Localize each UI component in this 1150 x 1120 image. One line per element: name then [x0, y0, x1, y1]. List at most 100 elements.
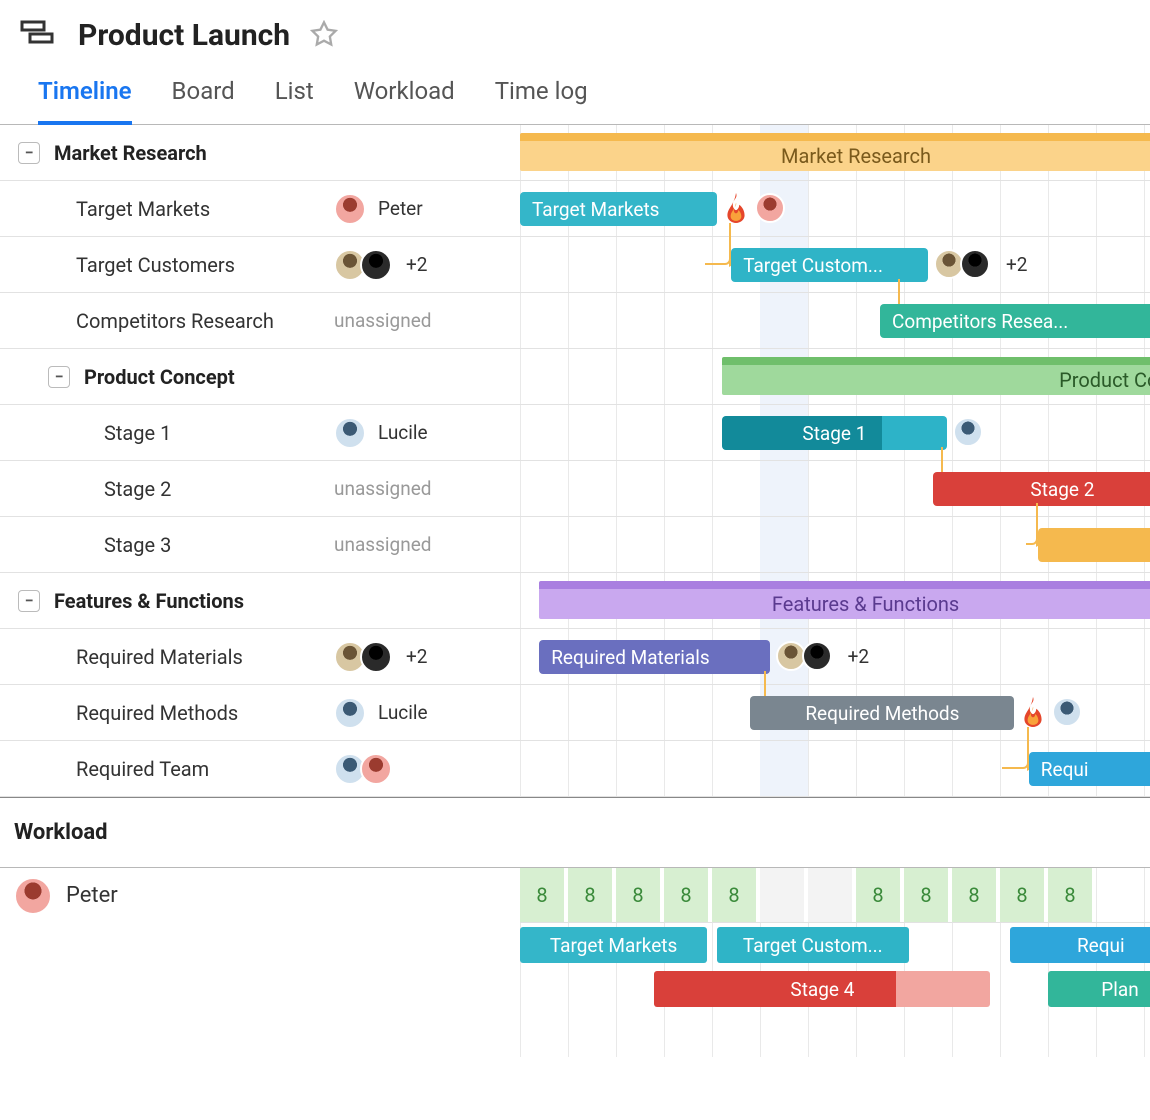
timeline-row: Requi: [520, 741, 1150, 797]
task-name: Market Research: [54, 141, 207, 165]
task-bar[interactable]: Competitors Resea...: [880, 304, 1150, 338]
workload-task-bar[interactable]: Target Custom...: [717, 927, 909, 963]
bar-label: Required Materials: [551, 646, 709, 669]
workload-person-row[interactable]: Peter: [0, 867, 520, 923]
avatar: [334, 417, 366, 449]
task-bar[interactable]: Requi: [1029, 752, 1150, 786]
group-row[interactable]: −Features & Functions: [0, 573, 520, 629]
task-row[interactable]: Stage 2 unassigned: [0, 461, 520, 517]
task-row[interactable]: Required Methods Lucile: [0, 685, 520, 741]
assignee-cell[interactable]: Lucile: [334, 417, 428, 449]
task-name: Required Methods: [76, 701, 238, 725]
timeline-row: Required Materials +2: [520, 629, 1150, 685]
bar-trailing: +2: [776, 641, 869, 671]
workload-task-bar[interactable]: Stage 4: [654, 971, 990, 1007]
task-row[interactable]: Stage 3unassigned: [0, 517, 520, 573]
assignee-cell[interactable]: Peter: [334, 193, 423, 225]
collapse-toggle[interactable]: −: [18, 142, 40, 164]
task-row[interactable]: Stage 1 Lucile: [0, 405, 520, 461]
task-name: Stage 2: [104, 477, 171, 501]
task-bar[interactable]: Required Materials: [539, 640, 769, 674]
workload-bars-row: Stage 4 Plan: [520, 967, 1150, 1011]
workload-hour-cell: [808, 868, 856, 922]
task-name: Stage 1: [104, 421, 171, 445]
unassigned-label: unassigned: [334, 533, 432, 556]
workload-person-name: Peter: [66, 883, 118, 908]
task-bar[interactable]: Target Markets: [520, 192, 717, 226]
task-bar[interactable]: Stage 2: [933, 472, 1150, 506]
star-icon[interactable]: [310, 20, 338, 52]
workload-task-bar[interactable]: Requi: [1010, 927, 1150, 963]
timeline-row: Target Markets: [520, 181, 1150, 237]
more-assignees-count: +2: [406, 253, 427, 276]
project-title: Product Launch: [78, 18, 290, 53]
timeline-pane[interactable]: Market Research Target Markets Target Cust…: [520, 125, 1150, 797]
avatar: [755, 193, 785, 223]
workload-hour-cell: 8: [952, 868, 1000, 922]
assignee-cell[interactable]: unassigned: [334, 309, 432, 332]
task-bar[interactable]: Stage 1: [722, 416, 948, 450]
group-bar[interactable]: Product Conc: [722, 357, 1150, 395]
workload-task-bar[interactable]: Plan: [1048, 971, 1150, 1007]
avatar: [953, 417, 983, 447]
task-row[interactable]: Required Team: [0, 741, 520, 797]
assignee-cell[interactable]: unassigned: [334, 477, 432, 500]
view-tabs: Timeline Board List Workload Time log: [0, 63, 1150, 125]
workload-section-title: Workload: [0, 798, 1150, 867]
workload-hour-cell: 8: [568, 868, 616, 922]
timeline-row: Market Research: [520, 125, 1150, 181]
task-row[interactable]: Target MarketsPeter: [0, 181, 520, 237]
workload-timeline[interactable]: 8888888888 Target MarketsTarget Custom..…: [520, 867, 1150, 1057]
assignee-cell[interactable]: unassigned: [334, 533, 432, 556]
task-name: Features & Functions: [54, 589, 244, 613]
timeline-row: Stage 2: [520, 461, 1150, 517]
group-bar[interactable]: Features & Functions: [539, 581, 1150, 619]
more-assignees-count: +2: [1006, 253, 1027, 276]
timeline-row: Target Custom... +2: [520, 237, 1150, 293]
tab-list[interactable]: List: [275, 63, 314, 125]
collapse-toggle[interactable]: −: [48, 366, 70, 388]
tab-workload[interactable]: Workload: [354, 63, 455, 125]
avatar: [334, 193, 366, 225]
tab-time-log[interactable]: Time log: [495, 63, 588, 125]
avatar: [960, 249, 990, 279]
bar-trailing: +2: [934, 249, 1027, 279]
avatar: [360, 641, 392, 673]
bar-label: Product Conc: [1059, 368, 1150, 392]
task-bar[interactable]: [1038, 528, 1150, 562]
tab-board[interactable]: Board: [172, 63, 235, 125]
workload-bars-row: [520, 1011, 1150, 1055]
collapse-toggle[interactable]: −: [18, 590, 40, 612]
fire-icon: [723, 193, 749, 223]
task-row[interactable]: Target Customers+2: [0, 237, 520, 293]
task-bar[interactable]: Target Custom...: [731, 248, 928, 282]
task-bar[interactable]: Required Methods: [750, 696, 1014, 730]
avatar: [360, 753, 392, 785]
task-row[interactable]: Competitors Research unassigned: [0, 293, 520, 349]
workload-hour-cell: 8: [1048, 868, 1096, 922]
task-name: Competitors Research: [76, 309, 274, 333]
timeline-row: [520, 517, 1150, 573]
group-row[interactable]: −Market Research: [0, 125, 520, 181]
unassigned-label: unassigned: [334, 477, 432, 500]
task-row[interactable]: Required Materials+2: [0, 629, 520, 685]
workload-hour-cell: 8: [616, 868, 664, 922]
group-bar[interactable]: Market Research: [520, 133, 1150, 171]
fire-icon: [1020, 697, 1046, 727]
bar-label: Features & Functions: [772, 592, 959, 616]
assignee-cell[interactable]: +2: [334, 249, 427, 281]
more-assignees-count: +2: [406, 645, 427, 668]
bar-label: Stage 2: [1030, 478, 1094, 501]
unassigned-label: unassigned: [334, 309, 432, 332]
assignee-cell[interactable]: +2: [334, 641, 427, 673]
assignee-cell[interactable]: Lucile: [334, 697, 428, 729]
tab-timeline[interactable]: Timeline: [38, 63, 132, 125]
avatar: [360, 249, 392, 281]
bar-label: Required Methods: [805, 702, 959, 725]
assignee-cell[interactable]: [334, 753, 392, 785]
workload-bars-row: Target Markets Target Custom... Requi: [520, 923, 1150, 967]
workload-hour-cell: 8: [520, 868, 568, 922]
workload-task-bar[interactable]: Target Markets: [520, 927, 707, 963]
bar-label: Target Custom...: [743, 254, 883, 277]
group-row[interactable]: −Product Concept: [0, 349, 520, 405]
